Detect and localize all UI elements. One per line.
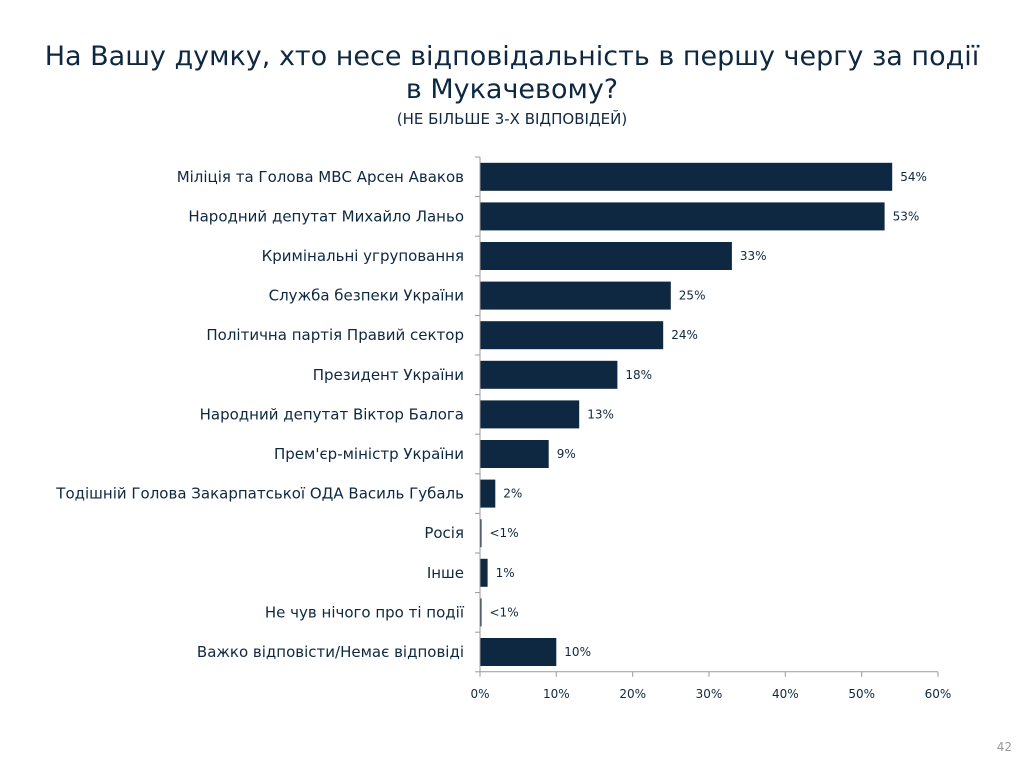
category-label-1: Народний депутат Михайло Ланьо — [188, 207, 464, 225]
category-label-7: Прем'єр-міністр України — [274, 445, 464, 463]
x-tick-label-2: 20% — [619, 687, 646, 701]
bar-5 — [480, 360, 618, 389]
category-label-4: Політична партія Правий сектор — [206, 326, 464, 344]
x-tick-label-0: 0% — [470, 687, 489, 701]
data-label-12: 10% — [564, 645, 591, 659]
category-label-6: Народний депутат Віктор Балога — [200, 405, 464, 423]
category-label-12: Важко відповісти/Немає відповіді — [197, 643, 464, 661]
data-label-11: <1% — [490, 605, 519, 619]
bar-12 — [480, 638, 557, 666]
category-label-0: Міліція та Голова МВС Арсен Аваков — [177, 168, 464, 186]
bar-9 — [480, 519, 482, 548]
bar-7 — [480, 440, 549, 468]
data-label-10: 1% — [496, 566, 515, 580]
x-tick-label-5: 50% — [848, 687, 875, 701]
category-label-2: Кримінальні угруповання — [262, 247, 464, 265]
bar-4 — [480, 321, 664, 350]
bar-1 — [480, 202, 885, 231]
category-label-3: Служба безпеки України — [269, 287, 464, 305]
bar-2 — [480, 242, 732, 270]
x-tick-label-3: 30% — [696, 687, 723, 701]
x-tick-label-1: 10% — [543, 687, 570, 701]
category-label-10: Інше — [427, 564, 464, 582]
category-label-8: Тодішній Голова Закарпатської ОДА Василь… — [55, 485, 464, 503]
x-tick-label-6: 60% — [925, 687, 952, 701]
bar-8 — [480, 479, 496, 508]
data-label-4: 24% — [671, 328, 698, 342]
bar-6 — [480, 400, 580, 429]
bar-3 — [480, 281, 671, 310]
category-label-5: Президент України — [313, 366, 464, 384]
bar-0 — [480, 162, 893, 191]
x-tick-label-4: 40% — [772, 687, 799, 701]
category-label-9: Росія — [424, 524, 464, 542]
data-label-2: 33% — [740, 249, 767, 263]
data-label-5: 18% — [625, 368, 652, 382]
chart-subtitle: (НЕ БІЛЬШЕ 3-Х ВІДПОВІДЕЙ) — [396, 110, 628, 128]
data-label-0: 54% — [900, 170, 927, 184]
data-label-8: 2% — [503, 487, 522, 501]
bar-11 — [480, 598, 482, 627]
data-label-9: <1% — [490, 526, 519, 540]
page-number: 42 — [996, 740, 1012, 754]
data-label-6: 13% — [587, 407, 614, 421]
category-label-11: Не чув нічого про ті події — [265, 603, 465, 621]
bar-10 — [480, 558, 488, 587]
data-label-7: 9% — [557, 447, 576, 461]
data-label-3: 25% — [679, 289, 706, 303]
chart-title: На Вашу думку, хто несе відповідальність… — [44, 41, 980, 105]
data-label-1: 53% — [893, 209, 920, 223]
